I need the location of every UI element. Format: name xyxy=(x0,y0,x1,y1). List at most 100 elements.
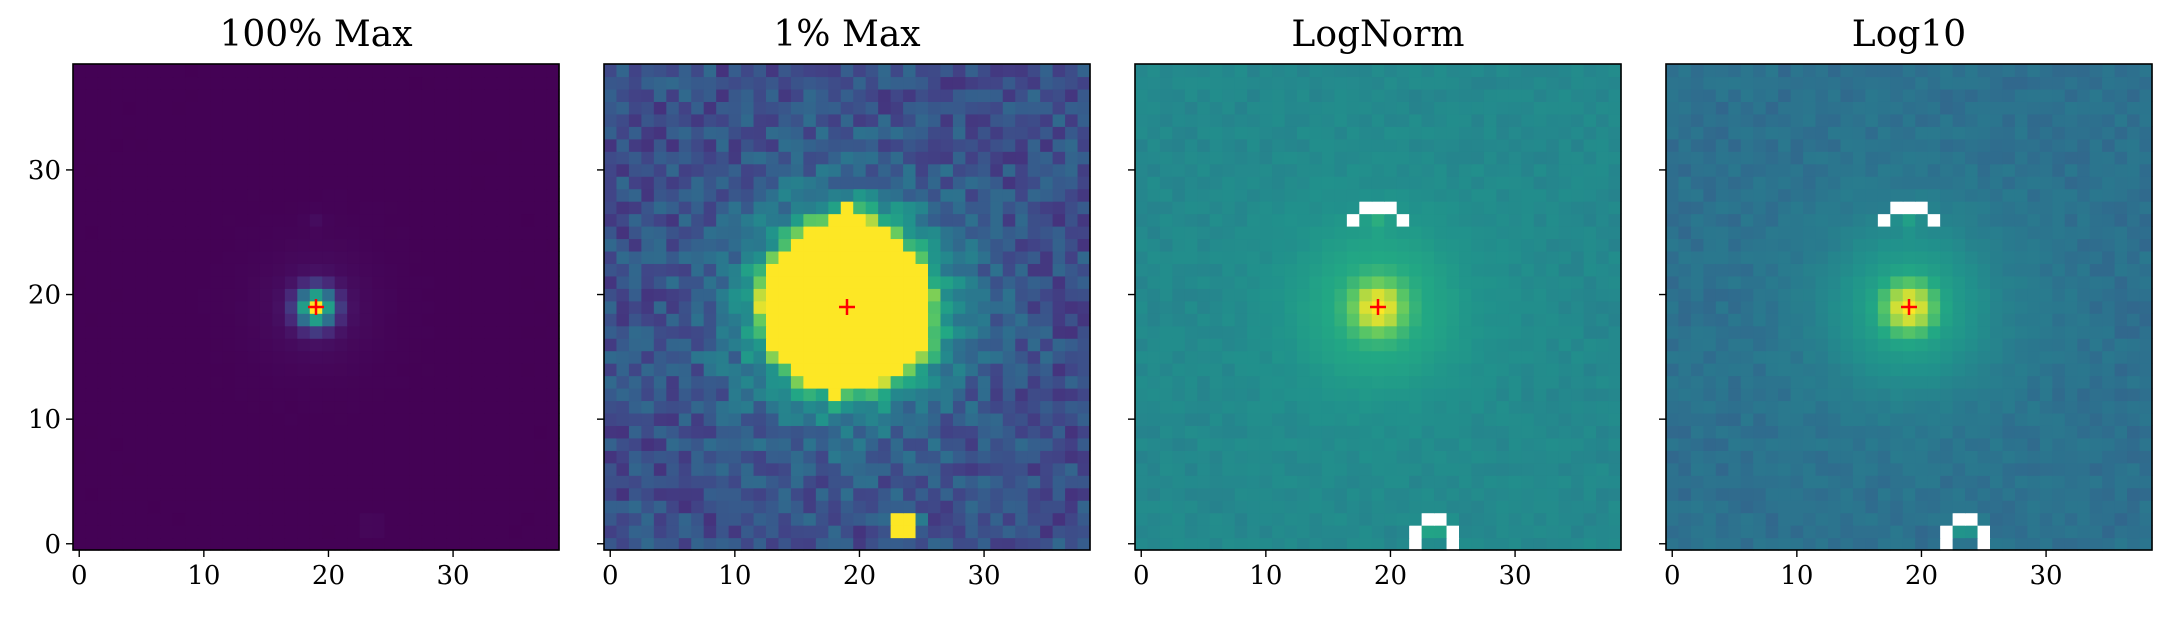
heatmap-cell xyxy=(1297,64,1311,78)
heatmap-cell xyxy=(1052,88,1066,102)
heatmap-cell xyxy=(1471,462,1485,476)
heatmap-cell xyxy=(322,500,336,514)
heatmap-cell xyxy=(347,76,361,90)
heatmap-cell xyxy=(110,176,124,190)
heatmap-cell xyxy=(434,400,448,414)
heatmap-cell xyxy=(1396,313,1410,327)
heatmap-cell xyxy=(628,437,642,451)
heatmap-cell xyxy=(1259,512,1273,526)
heatmap-cell xyxy=(1608,88,1622,102)
heatmap-cell xyxy=(409,313,423,327)
heatmap-cell xyxy=(815,525,829,539)
heatmap-cell xyxy=(641,363,655,377)
heatmap-cell xyxy=(409,425,423,439)
heatmap-cell xyxy=(372,288,386,302)
heatmap-cell xyxy=(778,151,792,165)
heatmap-cell xyxy=(1396,412,1410,426)
heatmap-cell xyxy=(1052,76,1066,90)
heatmap-cell xyxy=(97,500,111,514)
heatmap-cell xyxy=(1209,537,1223,551)
heatmap-cell xyxy=(471,163,485,177)
heatmap-cell xyxy=(1259,300,1273,314)
heatmap-cell xyxy=(1715,450,1729,464)
heatmap-cell xyxy=(384,537,398,551)
heatmap-cell xyxy=(1222,151,1236,165)
heatmap-cell xyxy=(803,437,817,451)
heatmap-cell xyxy=(1297,163,1311,177)
heatmap-cell xyxy=(903,437,917,451)
heatmap-cell xyxy=(1040,151,1054,165)
heatmap-cell xyxy=(160,201,174,215)
heatmap-cell xyxy=(865,437,879,451)
heatmap-cell xyxy=(197,400,211,414)
heatmap-cell xyxy=(1483,325,1497,339)
heatmap-cell xyxy=(1434,313,1448,327)
heatmap-cell xyxy=(903,213,917,227)
heatmap-cell xyxy=(509,313,523,327)
heatmap-cell xyxy=(172,275,186,289)
heatmap-cell xyxy=(616,213,630,227)
heatmap-cell xyxy=(284,325,298,339)
heatmap-cell xyxy=(1715,462,1729,476)
heatmap-cell xyxy=(928,113,942,127)
heatmap-cell xyxy=(496,226,510,240)
heatmap-cell xyxy=(766,412,780,426)
heatmap-cell xyxy=(347,487,361,501)
heatmap-cell xyxy=(459,101,473,115)
heatmap-cell xyxy=(728,238,742,252)
heatmap-cell xyxy=(1159,363,1173,377)
heatmap-cell xyxy=(1309,425,1323,439)
heatmap-cell xyxy=(1197,388,1211,402)
heatmap-cell xyxy=(85,238,99,252)
heatmap-cell xyxy=(1284,275,1298,289)
heatmap-cell xyxy=(977,263,991,277)
heatmap-cell xyxy=(1521,163,1535,177)
heatmap-cell xyxy=(135,487,149,501)
heatmap-cell xyxy=(1184,151,1198,165)
heatmap-cell xyxy=(828,375,842,389)
heatmap-cell xyxy=(85,363,99,377)
heatmap-cell xyxy=(359,275,373,289)
heatmap-cell xyxy=(496,88,510,102)
heatmap-cell xyxy=(297,88,311,102)
heatmap-cell xyxy=(803,350,817,364)
heatmap-cell xyxy=(509,487,523,501)
heatmap-cell xyxy=(1027,500,1041,514)
heatmap-cell xyxy=(210,263,224,277)
heatmap-cell xyxy=(509,500,523,514)
heatmap-cell xyxy=(272,101,286,115)
heatmap-cell xyxy=(1558,300,1572,314)
heatmap-cell xyxy=(604,475,618,489)
heatmap-cell xyxy=(1147,263,1161,277)
heatmap-cell xyxy=(1384,388,1398,402)
heatmap-cell xyxy=(778,76,792,90)
heatmap-cell xyxy=(1952,500,1966,514)
heatmap-cell xyxy=(434,176,448,190)
heatmap-cell xyxy=(903,263,917,277)
heatmap-cell xyxy=(890,388,904,402)
heatmap-cell xyxy=(534,201,548,215)
heatmap-cell xyxy=(421,275,435,289)
heatmap-cell xyxy=(1558,64,1572,78)
heatmap-cell xyxy=(397,412,411,426)
heatmap-cell xyxy=(803,363,817,377)
heatmap-cell xyxy=(210,250,224,264)
heatmap-cell xyxy=(97,363,111,377)
heatmap-cell xyxy=(1334,250,1348,264)
heatmap-cell xyxy=(815,238,829,252)
heatmap-cell xyxy=(965,500,979,514)
heatmap-cell xyxy=(666,138,680,152)
heatmap-cell xyxy=(259,151,273,165)
heatmap-cell xyxy=(1027,300,1041,314)
heatmap-cell xyxy=(85,400,99,414)
heatmap-cell xyxy=(803,201,817,215)
heatmap-cell xyxy=(210,275,224,289)
heatmap-cell xyxy=(1583,325,1597,339)
heatmap-cell xyxy=(1409,151,1423,165)
heatmap-cell xyxy=(147,400,161,414)
heatmap-cell xyxy=(135,450,149,464)
heatmap-cell xyxy=(185,512,199,526)
heatmap-cell xyxy=(2039,450,2053,464)
heatmap-cell xyxy=(1321,176,1335,190)
heatmap-cell xyxy=(372,500,386,514)
